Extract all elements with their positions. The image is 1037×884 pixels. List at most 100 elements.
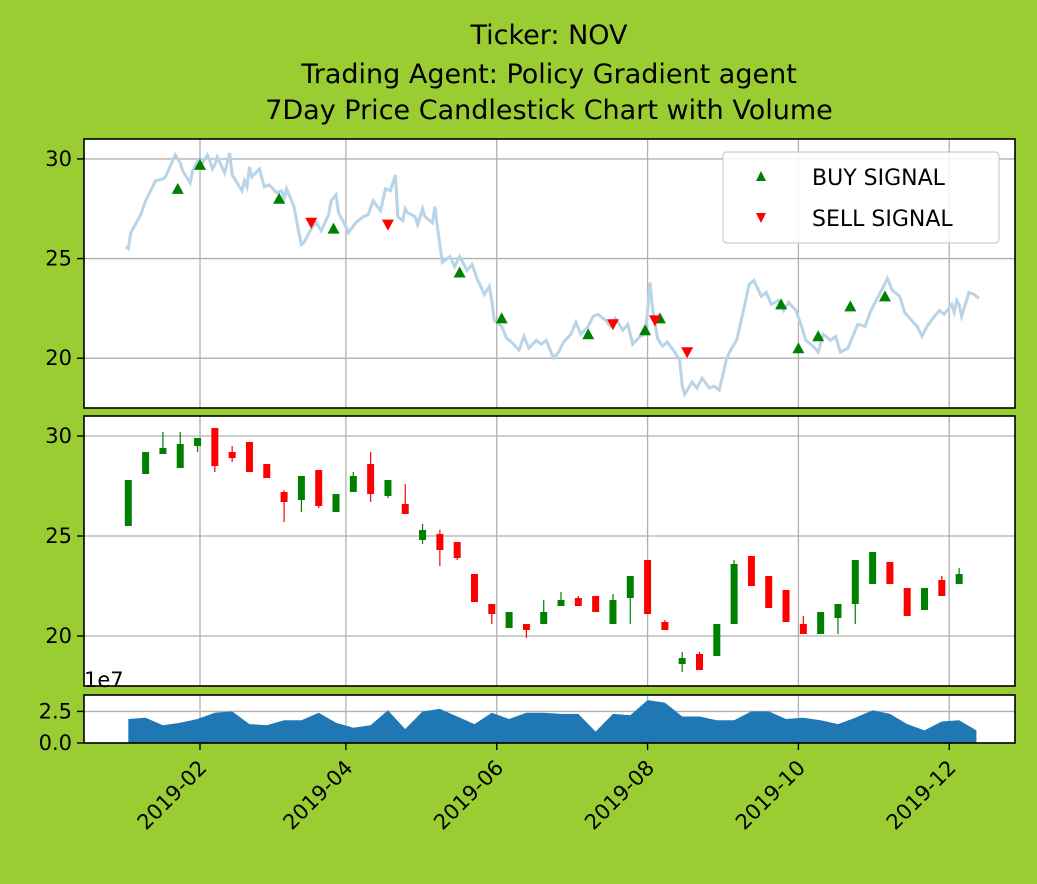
candle-body (851, 560, 859, 604)
candle-body (436, 534, 444, 550)
price-line (124, 151, 980, 398)
candle-body (903, 588, 911, 616)
buy-signal-marker (582, 328, 595, 340)
buy-signal-marker (844, 300, 857, 312)
price-y-axis: 20 25 30 (45, 147, 84, 370)
buy-signal-marker (495, 312, 508, 324)
candle-body (263, 464, 271, 478)
volume-y-axis: 0.02.5 (39, 699, 84, 755)
candle-body (782, 590, 790, 622)
candle-body (142, 452, 150, 474)
buy-signal-marker (273, 192, 286, 204)
sell-signal-marker (681, 347, 694, 359)
candle-body (315, 470, 323, 506)
candle-body (245, 442, 253, 472)
candle-body (955, 574, 963, 584)
candle-body (574, 598, 582, 606)
candle-ytick-label: 30 (45, 424, 72, 448)
candle-body (124, 480, 132, 526)
candle-body (297, 476, 305, 500)
candle-body (661, 622, 669, 630)
buy-signal-marker (775, 298, 788, 310)
candle-body (194, 438, 202, 446)
x-tick-label: 2019-08 (580, 756, 659, 835)
candle-body (367, 464, 375, 494)
chart-title: Ticker: NOV Trading Agent: Policy Gradie… (265, 20, 833, 126)
buy-signal-marker (639, 324, 652, 336)
candle-body (159, 448, 167, 454)
candle-body (799, 624, 807, 634)
candle-body (557, 600, 565, 606)
candle-body (730, 564, 738, 624)
buy-signal-marker (171, 182, 184, 194)
candle-body (592, 596, 600, 612)
candle-body (522, 624, 530, 630)
candle-body (349, 476, 357, 492)
price-ytick-label: 30 (45, 147, 72, 171)
x-axis: 2019-02 2019-04 2019-06 2019-08 2019-10 2019-… (133, 743, 961, 835)
candle-ytick-label: 25 (45, 524, 72, 548)
buy-signal-markers (171, 158, 891, 354)
candle-body (384, 480, 392, 496)
candle-body (332, 494, 340, 512)
candle-body (626, 576, 634, 598)
price-panel-frame (83, 138, 1016, 409)
candlestick-panel-frame (83, 415, 1016, 687)
candle-body (713, 624, 721, 656)
candle-body (644, 560, 652, 614)
buy-signal-marker (327, 222, 340, 234)
sell-signal-marker (305, 217, 318, 229)
buy-signal-marker (878, 290, 891, 302)
candle-body (401, 504, 409, 514)
title-line-2: Trading Agent: Policy Gradient agent (300, 59, 797, 90)
legend-box (722, 151, 1000, 244)
candle-body (609, 600, 617, 624)
volume-panel: 0.02.5 1e7 (39, 668, 1016, 755)
x-tick-label: 2019-10 (731, 756, 810, 835)
x-tick-label: 2019-12 (882, 756, 961, 835)
buy-signal-marker (812, 330, 825, 342)
candle-body (228, 452, 236, 458)
candlestick-panel: 20 25 30 (45, 415, 1016, 687)
candle-body (280, 492, 288, 502)
x-tick-label: 2019-06 (429, 756, 508, 835)
legend-sell-label: SELL SIGNAL (812, 207, 953, 232)
legend-sell-marker (756, 213, 766, 223)
sell-signal-markers (305, 217, 694, 359)
candlestick-panel-background (84, 416, 1015, 686)
candle-body (765, 576, 773, 608)
sell-signal-marker (606, 319, 619, 331)
candle-body (453, 542, 461, 558)
legend: BUY SIGNAL SELL SIGNAL (722, 151, 1000, 244)
buy-signal-marker (453, 266, 466, 278)
candle-body (886, 562, 894, 584)
candle-body (419, 530, 427, 540)
volume-ytick-label: 2.5 (39, 699, 72, 723)
candle-ytick-label: 20 (45, 624, 72, 648)
volume-area (128, 700, 977, 743)
candlestick-grid (84, 416, 1015, 686)
candle-body (695, 654, 703, 670)
volume-ytick-label: 0.0 (39, 731, 72, 755)
candle-body (938, 580, 946, 596)
legend-buy-label: BUY SIGNAL (812, 166, 946, 191)
candles (124, 428, 963, 672)
buy-signal-marker (792, 342, 805, 354)
x-tick-label: 2019-02 (133, 756, 212, 835)
candle-body (921, 588, 929, 610)
volume-panel-frame (83, 694, 1016, 744)
candlestick-y-axis: 20 25 30 (45, 424, 84, 648)
sell-signal-marker (648, 315, 661, 327)
price-ytick-label: 20 (45, 346, 72, 370)
candle-body (817, 612, 825, 634)
candle-body (869, 552, 877, 584)
candle-body (470, 574, 478, 602)
title-line-3: 7Day Price Candlestick Chart with Volume (265, 95, 833, 126)
candle-body (747, 556, 755, 586)
candle-body (488, 604, 496, 614)
candle-body (211, 428, 219, 466)
legend-buy-marker (756, 171, 766, 181)
candle-body (176, 444, 184, 468)
buy-signal-marker (194, 158, 207, 170)
